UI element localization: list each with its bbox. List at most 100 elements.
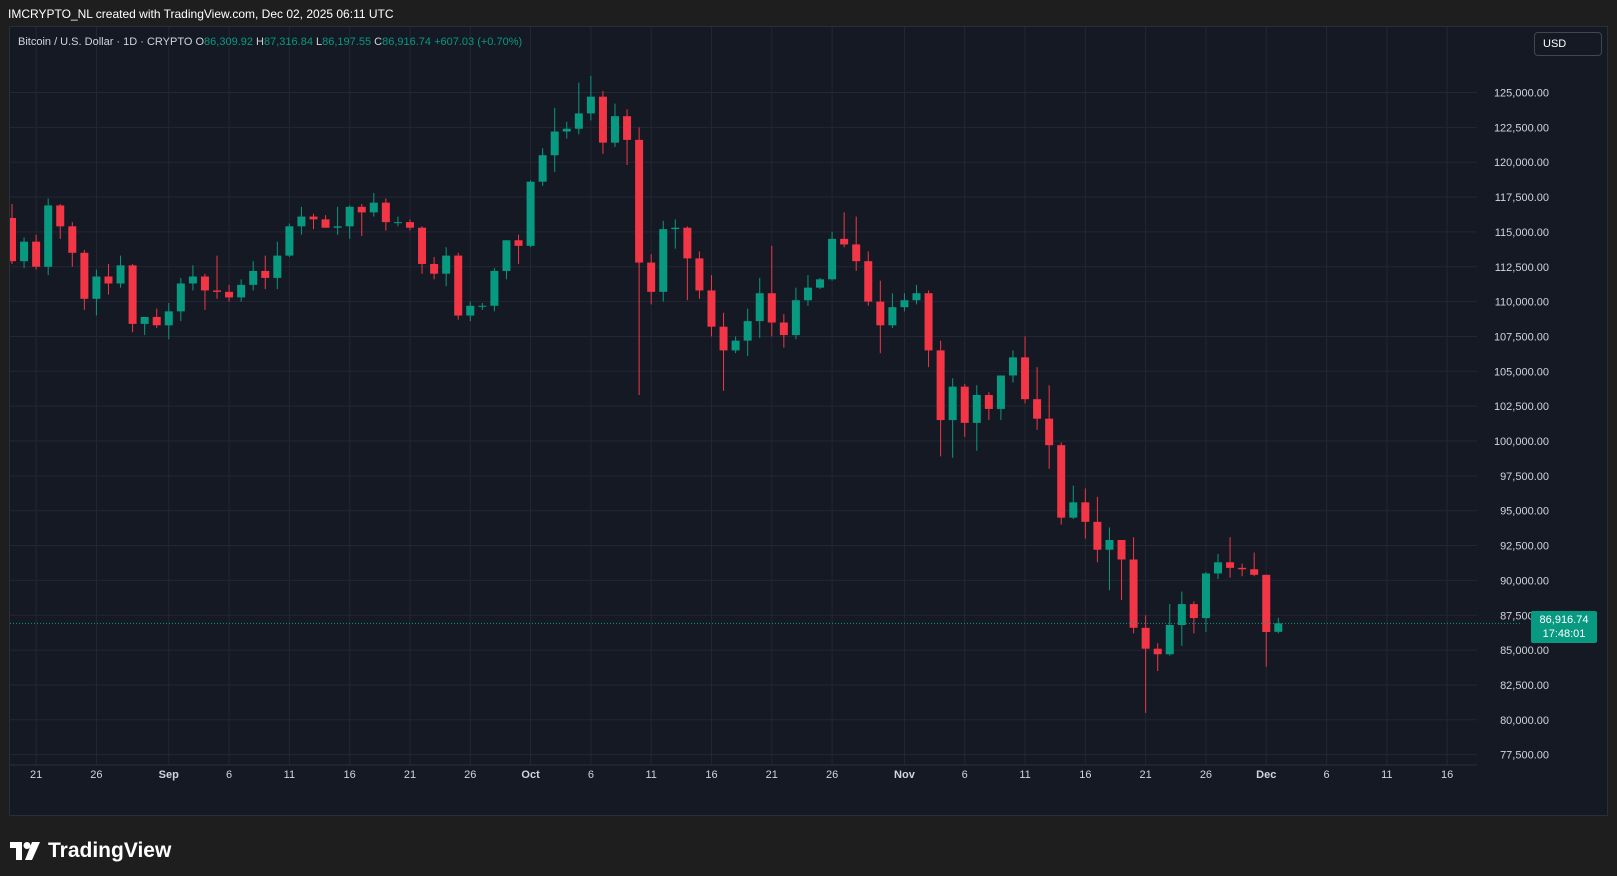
price-axis-label: 77,500.00 bbox=[1500, 750, 1549, 762]
candle-body bbox=[912, 293, 921, 301]
candle-body bbox=[502, 240, 511, 271]
candle-body bbox=[442, 255, 451, 274]
candle-body bbox=[876, 301, 885, 326]
candle-body bbox=[635, 139, 644, 263]
tradingview-logo-icon bbox=[10, 842, 40, 860]
candle-body bbox=[490, 270, 499, 306]
price-axis-label: 110,000.00 bbox=[1495, 297, 1549, 309]
last-price-tag: 86,916.74 17:48:01 bbox=[1531, 611, 1597, 643]
candle-body bbox=[80, 252, 89, 299]
chart-panel[interactable]: 77,500.00 80,000.00 82,500.00 85,000.00 87,5… bbox=[9, 26, 1608, 816]
candle-body bbox=[430, 263, 439, 274]
candle-body bbox=[1008, 357, 1017, 376]
candle-body bbox=[393, 222, 402, 224]
price-axis-label: 97,500.00 bbox=[1500, 471, 1549, 483]
candle-body bbox=[538, 155, 547, 182]
candle-body bbox=[321, 219, 330, 228]
symbol-legend: Bitcoin / U.S. Dollar · 1D · CRYPTO O86,… bbox=[18, 36, 522, 48]
currency-selector[interactable]: USD bbox=[1534, 32, 1602, 56]
candle-body bbox=[1093, 521, 1102, 550]
candle-body bbox=[1214, 562, 1222, 574]
candle-body bbox=[104, 276, 113, 284]
candle-body bbox=[791, 300, 800, 336]
price-axis-label: 115,000.00 bbox=[1495, 227, 1549, 239]
candle-body bbox=[996, 375, 1005, 409]
candle-body bbox=[1153, 648, 1162, 655]
candle-body bbox=[960, 386, 969, 423]
time-axis-label: 21 bbox=[404, 769, 416, 781]
low-label: L bbox=[316, 36, 323, 48]
price-axis-label: 85,000.00 bbox=[1500, 645, 1549, 657]
price-axis-label: 117,500.00 bbox=[1495, 192, 1549, 204]
candle-body bbox=[623, 116, 632, 140]
attribution-text: IMCRYPTO_NL created with TradingView.com… bbox=[8, 7, 394, 21]
candle-body bbox=[333, 226, 342, 228]
candle-body bbox=[68, 226, 77, 253]
candle-body bbox=[900, 300, 909, 308]
candle-body bbox=[1117, 539, 1126, 560]
candle-body bbox=[1189, 604, 1198, 619]
candle-body bbox=[309, 216, 318, 220]
candle-body bbox=[671, 227, 680, 230]
candle-body bbox=[526, 181, 535, 246]
close-value: 86,916.74 bbox=[382, 36, 432, 48]
time-axis-label: 11 bbox=[1019, 769, 1030, 781]
candle-body bbox=[743, 321, 752, 341]
candle-body bbox=[972, 394, 981, 423]
candle-body bbox=[381, 202, 390, 223]
time-axis-label: 16 bbox=[1079, 769, 1091, 781]
open-value: 86,309.92 bbox=[204, 36, 253, 48]
candle-body bbox=[405, 222, 414, 228]
price-axis-label: 125,000.00 bbox=[1494, 88, 1549, 100]
candle-body bbox=[1262, 574, 1271, 632]
price-axis-label: 122,500.00 bbox=[1494, 122, 1549, 134]
last-price-value: 86,916.74 bbox=[1539, 614, 1589, 626]
price-axis-label: 92,500.00 bbox=[1500, 541, 1549, 553]
candle-body bbox=[888, 307, 897, 326]
price-axis-label: 100,000.00 bbox=[1494, 436, 1549, 448]
candle-body bbox=[828, 238, 837, 280]
candle-body bbox=[261, 270, 270, 278]
time-axis-label: 6 bbox=[962, 769, 968, 781]
candle-body bbox=[767, 293, 776, 323]
candle-body bbox=[948, 386, 957, 421]
candle-body bbox=[466, 305, 475, 316]
time-axis-label: Dec bbox=[1256, 769, 1276, 781]
candle-body bbox=[200, 276, 209, 291]
footer-brand[interactable]: TradingView bbox=[10, 836, 171, 866]
price-axis-label: 82,500.00 bbox=[1500, 680, 1549, 692]
price-axis-label: 80,000.00 bbox=[1500, 715, 1549, 727]
candle-body bbox=[647, 262, 656, 292]
price-axis-label: 102,500.00 bbox=[1494, 401, 1549, 413]
candle-body bbox=[56, 205, 65, 227]
time-axis-label: 21 bbox=[30, 769, 42, 781]
time-axis-label: Oct bbox=[521, 769, 540, 781]
time-axis-label: Nov bbox=[894, 769, 916, 781]
candle-body bbox=[803, 287, 812, 301]
candle-body bbox=[418, 227, 427, 264]
candle-body bbox=[1033, 399, 1042, 419]
candle-body bbox=[840, 238, 849, 245]
candle-body bbox=[1081, 502, 1090, 522]
time-axis-label: 6 bbox=[1323, 769, 1329, 781]
time-axis-label: 16 bbox=[1441, 769, 1453, 781]
candle-body bbox=[345, 206, 354, 227]
brand-name: TradingView bbox=[48, 839, 172, 862]
price-axis-label: 105,000.00 bbox=[1494, 366, 1549, 378]
candlestick-chart[interactable]: 77,500.0080,000.0082,500.0085,000.0087,5… bbox=[10, 27, 1607, 815]
time-axis-label: 16 bbox=[344, 769, 356, 781]
candle-body bbox=[188, 276, 197, 284]
candle-body bbox=[1105, 539, 1114, 550]
candle-body bbox=[562, 128, 571, 132]
candle-body bbox=[984, 394, 993, 409]
candle-body bbox=[1177, 604, 1186, 626]
time-axis-label: 21 bbox=[1140, 769, 1152, 781]
candle-body bbox=[1045, 418, 1054, 446]
candle-body bbox=[1165, 625, 1174, 655]
time-axis-label: 11 bbox=[1381, 769, 1392, 781]
candle-body bbox=[659, 229, 668, 292]
price-axis-label: 90,000.00 bbox=[1500, 575, 1549, 587]
candle-body bbox=[852, 244, 861, 262]
candle-body bbox=[514, 240, 523, 246]
time-axis-label: 6 bbox=[588, 769, 594, 781]
